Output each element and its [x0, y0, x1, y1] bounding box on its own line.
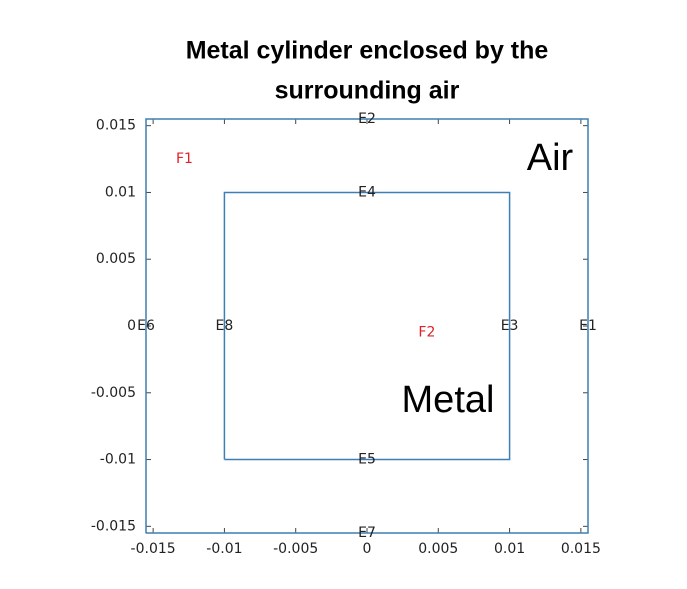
- x-tick-label: 0: [363, 541, 372, 557]
- edge-label: E5: [358, 452, 376, 468]
- y-tick-label: 0.005: [96, 251, 136, 267]
- face-label: F1: [176, 151, 193, 167]
- x-tick-label: -0.005: [273, 541, 318, 557]
- x-tick-label: 0.015: [561, 541, 601, 557]
- boundary-line: [145, 118, 589, 534]
- edge-label: E3: [501, 318, 519, 334]
- y-tick-label: 0.015: [96, 118, 136, 134]
- edge-label: E4: [358, 184, 376, 200]
- edge-label: E2: [358, 111, 376, 127]
- edge-label: E8: [216, 318, 234, 334]
- plot-frame: [145, 118, 589, 534]
- annotation: Metal: [402, 379, 495, 421]
- edge-label: E6: [137, 318, 155, 334]
- y-tick-label: -0.005: [91, 385, 136, 401]
- annotation: Air: [527, 137, 574, 179]
- y-tick-label: 0.01: [105, 184, 136, 200]
- edge-label: E1: [579, 318, 597, 334]
- x-tick-label: 0.01: [494, 541, 525, 557]
- y-tick-label: -0.015: [91, 518, 136, 534]
- face-label: F2: [418, 325, 435, 341]
- edge-label: E7: [358, 525, 376, 541]
- chart-title: surrounding air: [275, 77, 460, 105]
- x-tick-label: -0.015: [131, 541, 176, 557]
- y-tick-label: -0.01: [100, 452, 136, 468]
- x-tick-label: 0.005: [418, 541, 458, 557]
- y-tick-label: 0: [127, 318, 136, 334]
- x-tick-label: -0.01: [206, 541, 242, 557]
- boundary-line: [223, 191, 511, 461]
- chart-title: Metal cylinder enclosed by the: [186, 37, 549, 65]
